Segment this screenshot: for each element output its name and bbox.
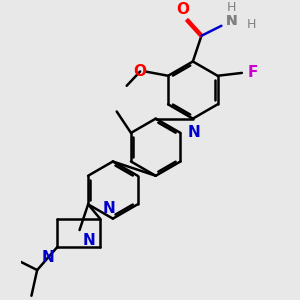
Text: N: N — [226, 14, 237, 28]
Text: N: N — [226, 14, 237, 28]
Text: N: N — [41, 250, 54, 265]
Text: H: H — [247, 18, 256, 31]
Text: N: N — [188, 125, 200, 140]
Text: N: N — [103, 201, 116, 216]
Text: H: H — [227, 1, 236, 14]
Text: O: O — [134, 64, 147, 79]
Text: O: O — [176, 2, 189, 17]
Text: N: N — [82, 233, 95, 248]
Text: F: F — [248, 65, 258, 80]
